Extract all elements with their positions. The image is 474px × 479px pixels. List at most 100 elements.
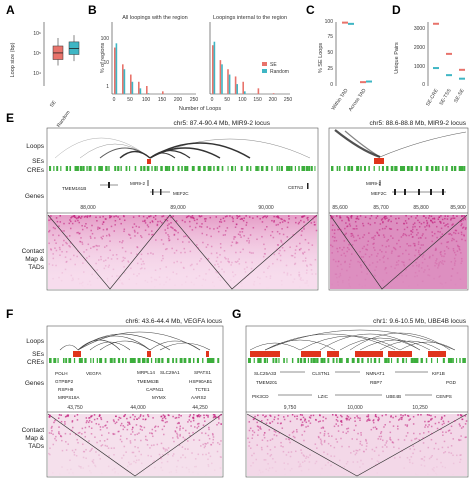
contact-pixel [150, 432, 153, 434]
contact-pixel [444, 466, 447, 469]
contact-pixel [52, 472, 54, 474]
contact-pixel [348, 223, 351, 225]
contact-pixel [226, 227, 229, 229]
contact-pixel [431, 454, 433, 457]
contact-pixel [128, 233, 130, 236]
contact-pixel [114, 472, 116, 474]
cre-mark [391, 358, 393, 363]
contact-pixel [172, 437, 174, 439]
contact-pixel [151, 221, 154, 223]
contact-pixel [459, 454, 461, 456]
contact-pixel [374, 234, 376, 237]
contact-pixel [278, 232, 281, 235]
contact-pixel [118, 430, 120, 433]
contact-pixel [196, 222, 198, 225]
contact-pixel [173, 440, 175, 443]
cre-mark [378, 166, 380, 171]
contact-pixel [275, 224, 278, 226]
contact-pixel [281, 221, 284, 223]
contact-pixel [374, 414, 377, 416]
contact-pixel [157, 220, 159, 223]
contact-pixel [452, 248, 455, 250]
contact-pixel [121, 457, 123, 459]
contact-pixel [71, 279, 73, 282]
b-bar-left-0-1 [122, 64, 124, 94]
cre-mark [82, 166, 85, 171]
contact-pixel [207, 416, 209, 418]
contact-pixel [302, 454, 305, 456]
contact-pixel [410, 233, 412, 236]
contact-pixel [134, 439, 136, 441]
contact-pixel [223, 250, 226, 252]
contact-pixel [63, 222, 65, 225]
contact-pixel [460, 233, 463, 236]
contact-pixel [289, 441, 291, 444]
contact-pixel [372, 243, 374, 245]
f-gene-tcte1: TCTE1 [195, 387, 210, 392]
contact-pixel [453, 251, 456, 254]
contact-pixel [347, 217, 349, 219]
contact-pixel [260, 472, 262, 474]
contact-pixel [368, 232, 370, 234]
contact-pixel [157, 425, 159, 428]
cre-mark [436, 358, 438, 363]
contact-pixel [48, 414, 51, 416]
contact-pixel [179, 435, 181, 437]
contact-pixel [162, 215, 165, 217]
contact-pixel [405, 275, 408, 277]
contact-pixel [216, 256, 219, 259]
g-gene-ube4b: UBE4B [386, 394, 401, 399]
contact-pixel [459, 439, 462, 441]
contact-pixel [431, 221, 434, 223]
contact-pixel [399, 245, 401, 248]
contact-pixel [257, 434, 259, 436]
contact-pixel [254, 415, 256, 418]
cre-mark [65, 358, 68, 363]
contact-pixel [177, 437, 179, 439]
cre-mark [90, 358, 92, 363]
contact-pixel [73, 451, 76, 454]
contact-pixel [59, 435, 62, 437]
contact-pixel [434, 422, 437, 425]
contact-pixel [122, 428, 125, 431]
contact-pixel [105, 424, 107, 427]
contact-pixel [306, 282, 308, 284]
contact-pixel [252, 252, 254, 254]
b-bar-left-1-1 [123, 69, 126, 94]
cre-mark [78, 358, 82, 363]
contact-pixel [317, 420, 320, 423]
contact-pixel [403, 222, 405, 225]
contact-pixel [172, 453, 175, 455]
g-coord-2: 10,000 [347, 405, 363, 411]
b-xtick-left-1: 50 [127, 97, 133, 103]
contact-pixel [291, 431, 294, 434]
contact-pixel [424, 426, 426, 428]
contact-pixel [404, 233, 407, 236]
cre-mark [459, 358, 461, 363]
contact-pixel [389, 436, 391, 439]
contact-pixel [166, 276, 168, 279]
cre-mark [442, 166, 444, 171]
cre-mark [179, 358, 183, 363]
b-bar-left-1-0 [115, 43, 118, 94]
contact-pixel [193, 426, 196, 428]
panel-d-chart: Unique Pairs 0 1000 2000 3000 SE-CRE SE-… [394, 22, 466, 107]
contact-pixel [314, 258, 317, 261]
contact-pixel [377, 419, 379, 421]
cre-mark [425, 358, 428, 363]
contact-pixel [108, 455, 110, 457]
contact-pixel [302, 215, 304, 218]
contact-pixel [373, 274, 376, 276]
contact-pixel [413, 448, 416, 451]
contact-pixel [272, 262, 274, 265]
contact-pixel [336, 215, 338, 217]
contact-pixel [188, 215, 190, 217]
contact-pixel [319, 420, 321, 422]
contact-pixel [201, 432, 203, 434]
contact-pixel [202, 241, 204, 244]
contact-pixel [362, 450, 365, 453]
cre-mark [143, 166, 146, 171]
contact-pixel [98, 227, 101, 230]
contact-pixel [258, 474, 260, 476]
contact-pixel [402, 233, 405, 235]
